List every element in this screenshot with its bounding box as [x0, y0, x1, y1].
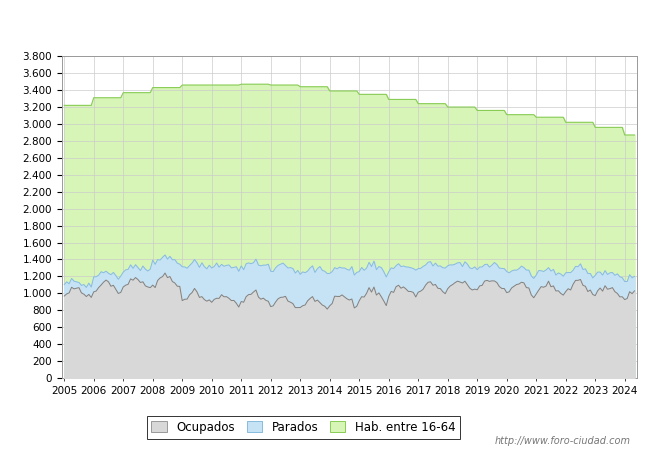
Legend: Ocupados, Parados, Hab. entre 16-64: Ocupados, Parados, Hab. entre 16-64	[147, 416, 460, 438]
Text: Cacabelos - Evolucion de la poblacion en edad de Trabajar Mayo de 2024: Cacabelos - Evolucion de la poblacion en…	[81, 17, 569, 30]
Text: http://www.foro-ciudad.com: http://www.foro-ciudad.com	[495, 436, 630, 446]
